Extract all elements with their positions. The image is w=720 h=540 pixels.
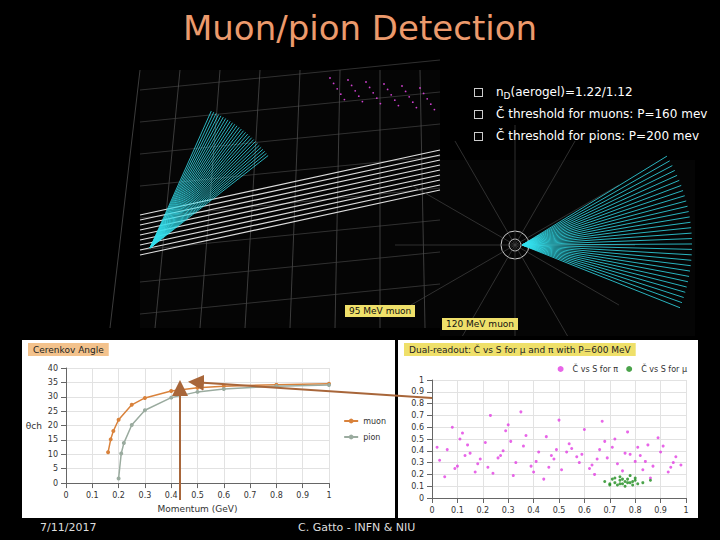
html-text:C. Gatto - INFN & NIU: C. Gatto - INFN & NIU xyxy=(298,521,416,534)
svg-text:0.3: 0.3 xyxy=(411,458,424,467)
svg-text:0.6: 0.6 xyxy=(217,491,230,500)
svg-text:pion: pion xyxy=(363,433,380,442)
svg-text:0.8: 0.8 xyxy=(629,506,642,515)
svg-text:0: 0 xyxy=(63,491,68,500)
svg-text:0.1: 0.1 xyxy=(451,506,464,515)
svg-text:0: 0 xyxy=(429,506,434,515)
html-text:nD(aerogel)=1.22/1.12: nD(aerogel)=1.22/1.12 xyxy=(496,85,633,102)
html-text:120 MeV muon: 120 MeV muon xyxy=(446,319,514,329)
svg-text:Momentum (GeV): Momentum (GeV) xyxy=(158,504,238,514)
svg-text:0.3: 0.3 xyxy=(139,491,152,500)
svg-text:0: 0 xyxy=(53,479,58,488)
svg-text:0.7: 0.7 xyxy=(244,491,257,500)
svg-text:20: 20 xyxy=(48,421,58,430)
svg-text:1: 1 xyxy=(683,506,688,515)
svg-text:35: 35 xyxy=(48,378,58,387)
svg-text:0.6: 0.6 xyxy=(411,423,424,432)
html-text:Č threshold for muons: P=160 m: Č threshold for muons: P=160 mev xyxy=(496,107,708,121)
svg-text:0.9: 0.9 xyxy=(411,387,424,396)
svg-text:0.7: 0.7 xyxy=(603,506,616,515)
svg-text:Č vs S for π: Č vs S for π xyxy=(573,363,619,374)
html-text:Muon/pion Detection: Muon/pion Detection xyxy=(183,8,537,48)
svg-text:0.7: 0.7 xyxy=(411,411,424,420)
svg-text:0.5: 0.5 xyxy=(191,491,204,500)
svg-text:0.2: 0.2 xyxy=(476,506,489,515)
html-text:7/11/2017: 7/11/2017 xyxy=(40,521,97,534)
svg-text:5: 5 xyxy=(53,464,58,473)
svg-text:0.3: 0.3 xyxy=(502,506,515,515)
svg-text:0.4: 0.4 xyxy=(165,491,178,500)
svg-text:0.2: 0.2 xyxy=(112,491,125,500)
svg-text:θch: θch xyxy=(26,421,42,431)
svg-text:0.6: 0.6 xyxy=(578,506,591,515)
svg-text:10: 10 xyxy=(48,450,58,459)
svg-text:0.1: 0.1 xyxy=(86,491,99,500)
svg-text:40: 40 xyxy=(48,364,58,373)
svg-text:0.4: 0.4 xyxy=(411,446,424,455)
svg-text:0.9: 0.9 xyxy=(296,491,309,500)
svg-text:1: 1 xyxy=(326,491,331,500)
svg-text:muon: muon xyxy=(363,417,386,426)
svg-text:1: 1 xyxy=(419,376,424,385)
html-text:95 MeV muon: 95 MeV muon xyxy=(349,306,412,316)
svg-text:25: 25 xyxy=(48,407,58,416)
svg-text:0.1: 0.1 xyxy=(411,482,424,491)
svg-text:15: 15 xyxy=(48,435,58,444)
svg-text:0: 0 xyxy=(419,494,424,503)
svg-text:Cerenkov Angle: Cerenkov Angle xyxy=(33,345,104,355)
svg-text:0.5: 0.5 xyxy=(411,435,424,444)
svg-text:0.8: 0.8 xyxy=(270,491,283,500)
svg-text:0.8: 0.8 xyxy=(411,399,424,408)
svg-text:0.2: 0.2 xyxy=(411,470,424,479)
svg-text:0.4: 0.4 xyxy=(527,506,540,515)
svg-text:Č vs S for μ: Č vs S for μ xyxy=(641,363,687,374)
html-text:Č threshold for pions: P=200 m: Č threshold for pions: P=200 mev xyxy=(496,129,699,143)
svg-text:30: 30 xyxy=(48,392,58,401)
svg-text:Dual-readout: Č vs S for μ and: Dual-readout: Č vs S for μ and π with P=… xyxy=(409,344,632,355)
svg-text:0.9: 0.9 xyxy=(654,506,667,515)
svg-text:0.5: 0.5 xyxy=(553,506,566,515)
